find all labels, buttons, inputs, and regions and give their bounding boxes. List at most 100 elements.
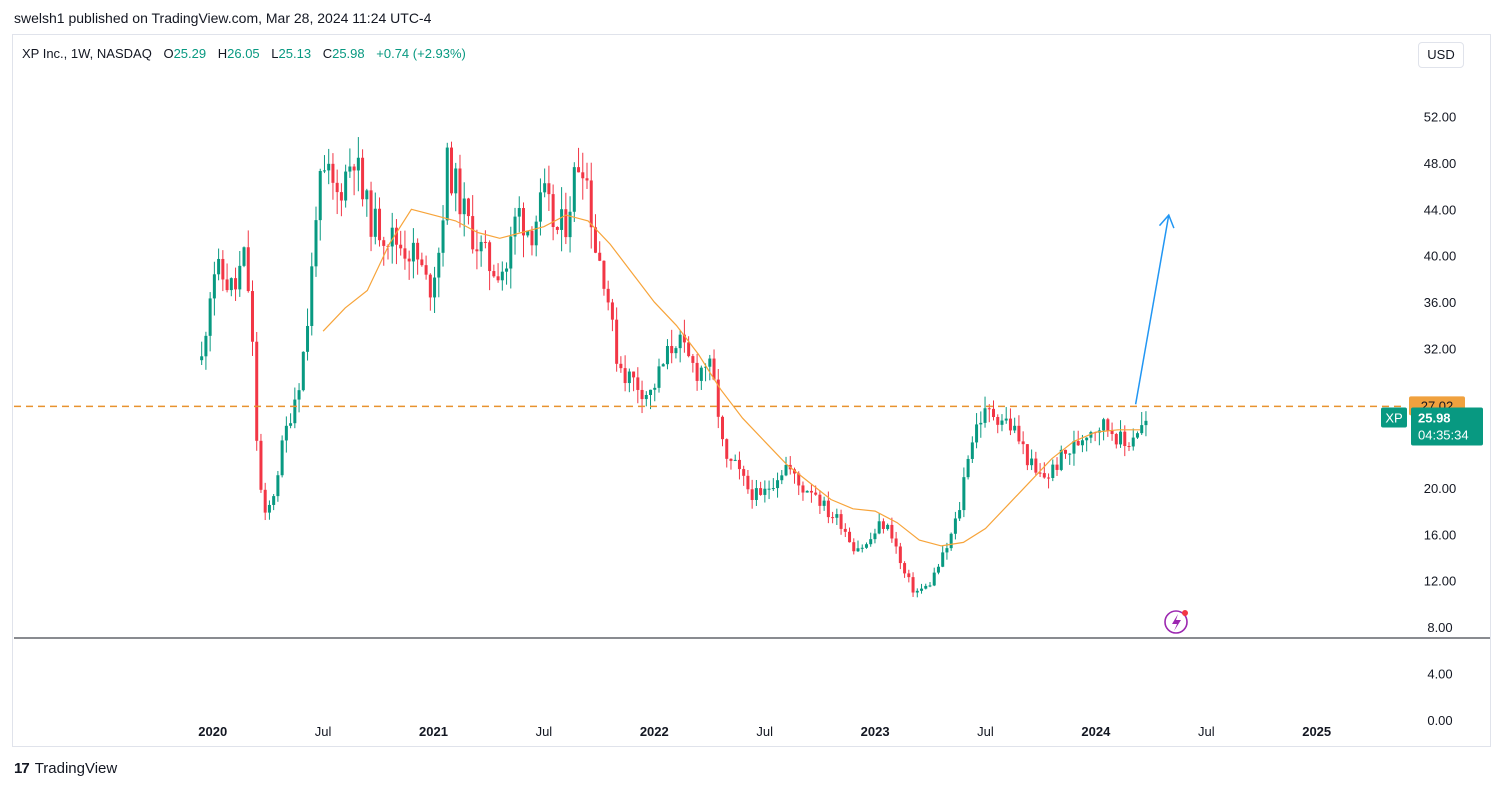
candle-body [881,521,885,529]
candle-body [970,442,974,459]
candle-body [691,356,695,363]
candle-body [1013,425,1017,431]
lightning-event-icon[interactable] [1164,610,1188,634]
candle-body [538,192,542,222]
candle-body [306,325,310,352]
y-tick-label: 32.00 [1424,342,1457,357]
candle-body [843,528,847,532]
x-tick-label: 2021 [419,724,448,739]
candle-body [729,458,733,461]
candle-body [1042,473,1046,478]
candle-body [839,514,843,529]
candle-body [428,274,432,298]
candle-body [780,475,784,481]
candle-body [725,439,729,459]
candle-body [369,190,373,237]
candle-body [754,488,758,500]
candle-body [831,517,835,519]
candle-body [623,368,627,384]
candle-body [585,178,589,181]
candle-body [750,489,754,500]
y-tick-label: 40.00 [1424,249,1457,264]
candle-body [564,209,568,238]
candle-body [632,371,636,378]
candle-body [208,298,212,336]
candle-body [521,208,525,236]
y-tick-label: 20.00 [1424,481,1457,496]
candle-body [382,240,386,246]
candle-body [886,524,890,529]
candle-body [1030,458,1034,466]
high-label: H [217,46,228,61]
candle-body [1059,449,1063,470]
candle-body [479,241,483,252]
candle-body [534,221,538,246]
candle-body [1004,418,1008,421]
candle-body [814,492,818,495]
candle-body [809,490,813,493]
candle-body [678,334,682,349]
candle-body [589,180,593,228]
candle-body [280,440,284,476]
candle-body [373,208,377,237]
candle-body [953,518,957,534]
footer-brand: 17 TradingView [14,760,117,777]
close-label: C [322,46,333,61]
candle-body [771,488,775,490]
candle-body [941,552,945,567]
candle-body [513,216,517,237]
candle-body [602,260,606,289]
symbol-tag-label: XP [1385,410,1402,425]
candle-body [852,542,856,552]
x-tick-label: 2025 [1302,724,1331,739]
currency-button[interactable]: USD [1418,42,1464,68]
candle-body [649,389,653,396]
candle-body [348,166,352,172]
candle-body [699,367,703,381]
candle-body [903,563,907,574]
candle-body [331,163,335,183]
candle-body [712,358,716,380]
y-tick-label: 16.00 [1424,527,1457,542]
candle-body [238,265,242,290]
symbol-tag [1381,407,1407,428]
candle-body [983,408,987,423]
candle-body [665,345,669,365]
candle-body [526,230,530,236]
candle-body [310,266,314,326]
candle-body [361,157,365,200]
candle-body [259,440,263,490]
candle-body [344,171,348,201]
candle-body [653,387,657,390]
candle-body [466,198,470,217]
candle-body [733,459,737,461]
y-tick-label: 8.00 [1427,620,1452,635]
candle-body [509,236,513,269]
candle-body [958,510,962,519]
candle-body [704,366,708,368]
candle-body [335,182,339,193]
candle-body [856,548,860,552]
chart-frame [12,34,1491,747]
candle-body [242,247,246,266]
y-tick-label: 36.00 [1424,295,1457,310]
candle-body [437,252,441,278]
candle-body [390,227,394,247]
candle-body [318,171,322,221]
x-tick-label: Jul [536,724,553,739]
candle-body [327,163,331,171]
candle-body [1047,477,1051,479]
x-tick-label: Jul [315,724,332,739]
candle-body [924,585,928,589]
candle-body [848,531,852,543]
candle-body [356,157,360,171]
annotation-arrow-head [1158,213,1175,229]
candle-body [949,533,953,549]
high-value: 26.05 [227,46,260,61]
candle-body [835,514,839,518]
candle-body [407,258,411,262]
x-tick-label: Jul [1198,724,1215,739]
candle-body [555,227,559,230]
candle-body [742,469,746,476]
